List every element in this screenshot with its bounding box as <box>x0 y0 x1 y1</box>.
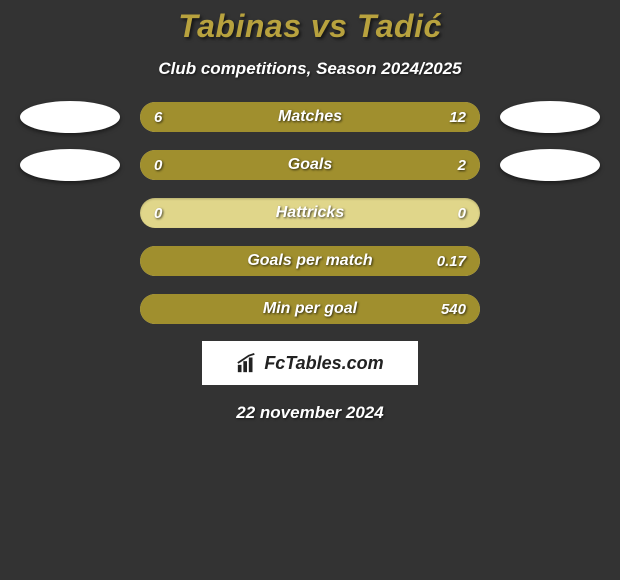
date-label: 22 november 2024 <box>0 403 620 423</box>
logo-text: FcTables.com <box>264 353 383 374</box>
stat-row: 6Matches12 <box>0 101 620 133</box>
stat-row: Min per goal540 <box>0 293 620 325</box>
stat-row: 0Hattricks0 <box>0 197 620 229</box>
badge-spacer <box>510 245 610 277</box>
badge-spacer <box>10 197 110 229</box>
stat-value-right: 540 <box>441 294 466 324</box>
stat-label: Min per goal <box>140 294 480 324</box>
stat-value-right: 2 <box>458 150 466 180</box>
subtitle: Club competitions, Season 2024/2025 <box>0 59 620 79</box>
stat-label: Goals <box>140 150 480 180</box>
stat-row: 0Goals2 <box>0 149 620 181</box>
badge-spacer <box>10 245 110 277</box>
team-badge-left <box>20 101 120 133</box>
page-title: Tabinas vs Tadić <box>0 8 620 45</box>
stat-label: Goals per match <box>140 246 480 276</box>
stat-bar: 6Matches12 <box>140 102 480 132</box>
stat-bar: 0Hattricks0 <box>140 198 480 228</box>
stat-label: Matches <box>140 102 480 132</box>
stat-bar: Min per goal540 <box>140 294 480 324</box>
team-badge-left <box>20 149 120 181</box>
stat-label: Hattricks <box>140 198 480 228</box>
badge-spacer <box>10 293 110 325</box>
chart-icon <box>236 352 258 374</box>
team-badge-right <box>500 101 600 133</box>
badge-spacer <box>510 197 610 229</box>
comparison-card: Tabinas vs Tadić Club competitions, Seas… <box>0 0 620 423</box>
badge-spacer <box>510 293 610 325</box>
stat-bar: 0Goals2 <box>140 150 480 180</box>
stat-value-right: 0.17 <box>437 246 466 276</box>
stat-value-right: 0 <box>458 198 466 228</box>
stat-value-right: 12 <box>449 102 466 132</box>
stats-list: 6Matches120Goals20Hattricks0Goals per ma… <box>0 101 620 325</box>
stat-bar: Goals per match0.17 <box>140 246 480 276</box>
team-badge-right <box>500 149 600 181</box>
site-logo[interactable]: FcTables.com <box>202 341 418 385</box>
stat-row: Goals per match0.17 <box>0 245 620 277</box>
